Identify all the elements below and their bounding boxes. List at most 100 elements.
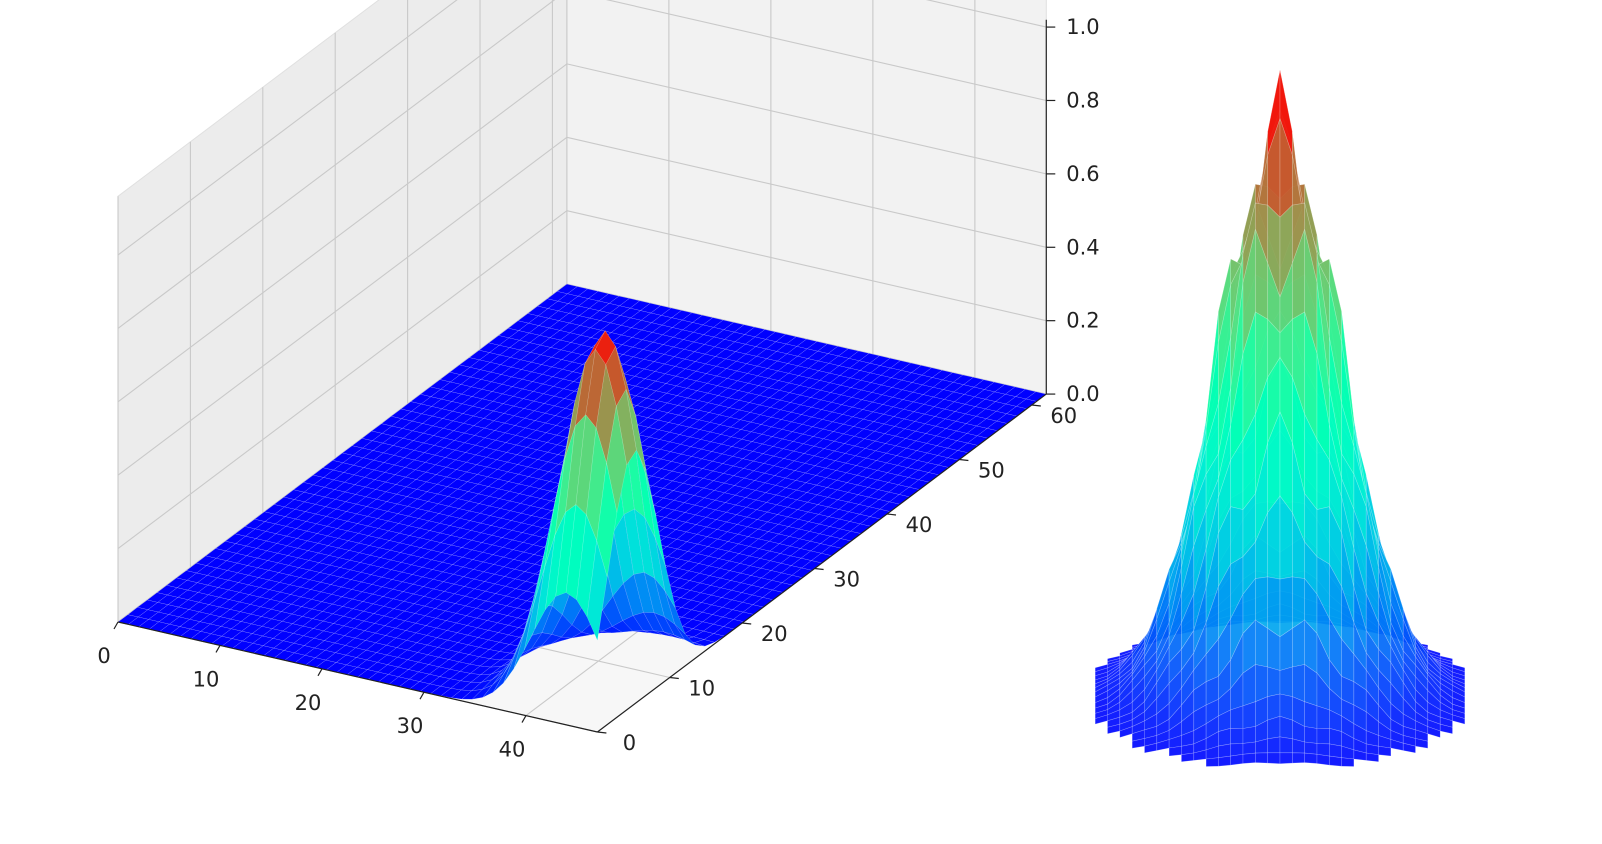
surface-facet: [1255, 664, 1268, 703]
axis-lines: [117, 19, 1047, 733]
surface-facet: [1255, 619, 1268, 668]
surface-facet: [655, 537, 676, 609]
z-tick-label: 0.4: [1066, 235, 1099, 259]
tick-labels: 0 10 20 30 40 0 10 20 30 40 50 600.0 0.2 0.4 0.6 0.8 1.0: [97, 15, 1099, 762]
surface-facet: [1329, 755, 1342, 767]
grid-line-z: [117, 0, 458, 256]
surface-facet: [1304, 726, 1318, 744]
surface-facet: [1316, 743, 1330, 757]
surface-facet: [1329, 743, 1342, 759]
surface-facet: [1365, 752, 1379, 763]
surface-facet: [596, 462, 618, 578]
surface-facet: [1439, 723, 1453, 735]
surface-facet: [1181, 752, 1195, 763]
surface-facet: [586, 540, 608, 642]
surface-facet: [1255, 752, 1268, 764]
grid-line-z: [117, 63, 568, 403]
surface-facet: [693, 639, 716, 647]
grid-line-z: [117, 210, 568, 550]
surface-facet: [1168, 745, 1182, 757]
surface-facet: [1279, 576, 1293, 638]
x-axis-line: [117, 621, 598, 733]
surface-facet: [1316, 705, 1330, 729]
surface-facet: [1267, 752, 1281, 765]
surface-facet: [1279, 715, 1293, 740]
surface-facet: [1427, 726, 1441, 738]
x-tick: [521, 715, 527, 723]
surface-mesh: [117, 283, 1047, 700]
surface-facet: [1378, 745, 1392, 757]
x-tick-label: 10: [193, 667, 220, 691]
x-tick: [419, 691, 425, 700]
grid-line-z: [566, 210, 1047, 322]
surface-facet: [1292, 576, 1305, 629]
grid-line-z: [566, 136, 1047, 248]
y-tick: [814, 567, 824, 571]
y-tick-label: 60: [1050, 404, 1077, 428]
tick-marks: [113, 26, 1056, 734]
surface-facet: [1279, 666, 1293, 697]
right-surface-view: [1094, 69, 1466, 767]
y-tick-label: 40: [906, 513, 933, 537]
y-tick: [742, 622, 752, 625]
z-tick-label: 0.0: [1066, 382, 1099, 406]
surface-facet: [1292, 752, 1305, 764]
y-tick-label: 50: [978, 458, 1005, 482]
y-tick-label: 10: [688, 676, 715, 700]
surface-facet: [1242, 726, 1256, 744]
grid-line-z: [566, 63, 1047, 175]
z-tick-label: 0.6: [1066, 162, 1099, 186]
surface-facet: [1279, 736, 1293, 754]
y-tick-label: 20: [761, 622, 788, 646]
surface-facet: [1402, 742, 1416, 754]
surface-facet: [1218, 755, 1231, 767]
surface-facet: [1267, 715, 1281, 740]
surface-facet: [1292, 619, 1305, 668]
x-tick-label: 40: [499, 738, 526, 762]
surface-facet: [1279, 693, 1293, 721]
surface-facet: [1267, 736, 1281, 754]
y-tick: [959, 458, 969, 462]
surface-facet: [1292, 664, 1305, 703]
surface-facet: [1218, 727, 1231, 747]
surface-facet: [1242, 741, 1256, 755]
surface-facet: [1316, 727, 1330, 745]
surface-facet: [1267, 666, 1281, 697]
surface-facet: [1230, 727, 1244, 745]
grid-line-z: [117, 136, 568, 476]
surface-facet: [1304, 741, 1318, 755]
x-tick: [215, 645, 221, 653]
surface-facet: [1255, 576, 1268, 629]
x-tick: [317, 668, 323, 677]
y-tick: [597, 731, 607, 734]
grid-line-z: [925, 0, 1047, 28]
x-tick: [113, 621, 119, 630]
surface-facet: [1205, 757, 1219, 767]
surface-facet: [1267, 693, 1281, 721]
surface-facet: [1452, 714, 1466, 725]
surface-facet: [1242, 701, 1256, 729]
surface-facet: [1218, 743, 1231, 759]
surface-facet: [1230, 506, 1244, 565]
surface-facet: [1329, 727, 1342, 747]
standalone-surface: [1094, 69, 1466, 767]
y-tick: [669, 676, 679, 680]
y-tick-label: 30: [833, 567, 860, 591]
surface-facet: [1279, 752, 1293, 765]
y-tick: [1031, 404, 1041, 407]
surface-facet: [1242, 752, 1256, 764]
surface-facet: [1230, 753, 1244, 766]
surface-facet: [1304, 701, 1318, 729]
z-tick-label: 0.8: [1066, 88, 1099, 112]
x-tick-label: 30: [397, 714, 424, 738]
z-tick-label: 1.0: [1066, 15, 1099, 39]
x-tick-label: 20: [295, 691, 322, 715]
surface-facet: [1230, 743, 1244, 757]
surface-facet: [1267, 576, 1281, 638]
surface-facet: [1316, 753, 1330, 766]
y-axis-line: [597, 393, 1047, 733]
y-tick: [886, 513, 897, 516]
surface-facet: [1415, 738, 1429, 749]
surface-facet: [1304, 752, 1318, 764]
